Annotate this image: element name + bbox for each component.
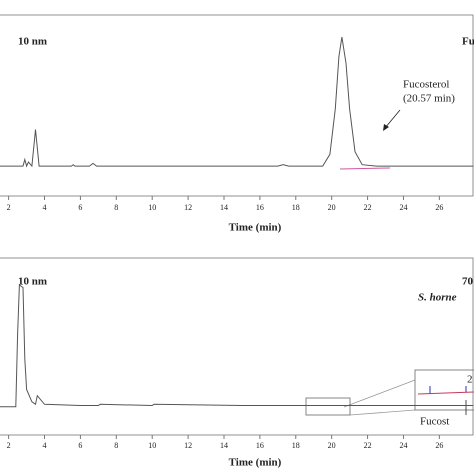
annotation: (20.57 min) xyxy=(403,93,455,105)
zoom-line xyxy=(343,379,416,408)
x-tick-label: 22 xyxy=(364,203,372,212)
x-tick-label: 24 xyxy=(399,441,407,450)
annotation: 10 nm xyxy=(18,36,47,48)
x-tick-label: 24 xyxy=(399,203,407,212)
inset-box xyxy=(414,369,474,411)
x-tick-label: 16 xyxy=(256,203,264,212)
x-tick-label: 12 xyxy=(184,203,192,212)
x-tick-label: 2 xyxy=(7,203,11,212)
x-tick-label: 8 xyxy=(114,441,118,450)
x-tick-label: 8 xyxy=(114,203,118,212)
x-tick-label: 18 xyxy=(292,441,300,450)
x-tick-label: 20 xyxy=(328,441,336,450)
x-tick-label: 10 xyxy=(148,203,156,212)
annotation: 10 nm xyxy=(18,276,47,288)
zoom-line xyxy=(349,409,416,416)
trace xyxy=(0,284,474,408)
x-tick-label: 26 xyxy=(435,203,443,212)
zoom-box xyxy=(305,397,351,416)
plot-frame xyxy=(0,14,474,197)
annotation: 2 xyxy=(467,374,473,386)
x-tick-label: 14 xyxy=(220,441,228,450)
x-tick-label: 14 xyxy=(220,203,228,212)
arrow xyxy=(384,109,401,129)
x-tick-label: 6 xyxy=(78,203,82,212)
x-tick-label: 22 xyxy=(364,441,372,450)
x-tick-label: 4 xyxy=(43,203,47,212)
x-axis-label: Time (min) xyxy=(229,457,282,469)
x-tick-label: 20 xyxy=(328,203,336,212)
x-tick-label: 26 xyxy=(435,441,443,450)
annotation: Fucost xyxy=(420,416,449,428)
x-tick-label: 4 xyxy=(43,441,47,450)
x-axis-label: Time (min) xyxy=(229,222,282,234)
trace xyxy=(0,37,474,168)
x-tick-label: 2 xyxy=(7,441,11,450)
annotation: Fucosterol xyxy=(403,79,449,91)
baseline-mark xyxy=(339,167,391,170)
annotation: S. horne xyxy=(418,292,457,304)
x-tick-label: 6 xyxy=(78,441,82,450)
plot-frame xyxy=(0,257,474,436)
x-tick-label: 10 xyxy=(148,441,156,450)
inset-trace xyxy=(417,391,474,395)
x-tick-label: 12 xyxy=(184,441,192,450)
annotation: 70 xyxy=(462,276,474,288)
x-tick-label: 18 xyxy=(292,203,300,212)
arrow-head xyxy=(383,124,389,131)
annotation: Fu xyxy=(462,36,474,48)
x-tick-label: 16 xyxy=(256,441,264,450)
